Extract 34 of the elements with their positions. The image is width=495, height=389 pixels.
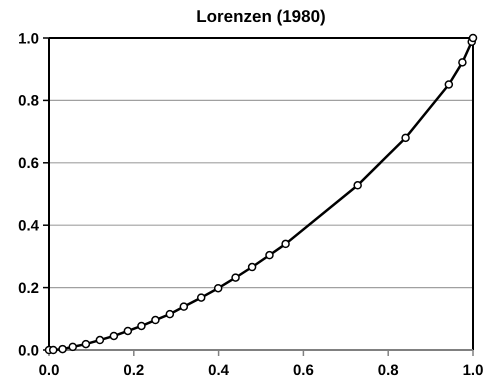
x-tick-label: 1.0 — [462, 362, 484, 379]
x-tick-label: 0.0 — [38, 362, 60, 379]
point — [68, 342, 77, 352]
y-tick-label: 0.0 — [18, 342, 39, 360]
point — [137, 322, 146, 330]
y-tick-label: 0.4 — [18, 217, 40, 234]
x-tick-label: 0.6 — [292, 362, 314, 379]
point — [180, 302, 188, 311]
y-tick-label: 0.8 — [18, 92, 39, 110]
point — [110, 332, 118, 340]
point — [214, 284, 222, 292]
point — [281, 240, 290, 248]
x-tick-label: 0.4 — [208, 362, 230, 379]
point — [401, 134, 410, 142]
point — [196, 293, 206, 302]
point — [458, 58, 467, 67]
point — [166, 310, 174, 318]
point — [58, 344, 67, 354]
point — [82, 340, 90, 348]
x-tick-label: 0.8 — [378, 362, 399, 379]
point — [444, 80, 454, 89]
x-tick-label: 0.2 — [123, 362, 144, 379]
point — [248, 262, 256, 272]
y-tick-label: 0.6 — [18, 155, 39, 172]
point — [265, 250, 274, 260]
point — [353, 181, 362, 190]
y-tick-label: 1.0 — [18, 30, 39, 48]
point — [124, 326, 132, 336]
point — [96, 336, 104, 344]
chart-title: Lorenzen (1980) — [196, 7, 326, 26]
point — [468, 34, 478, 42]
point — [231, 273, 240, 282]
point — [151, 316, 160, 324]
y-tick-label: 0.2 — [18, 280, 39, 297]
